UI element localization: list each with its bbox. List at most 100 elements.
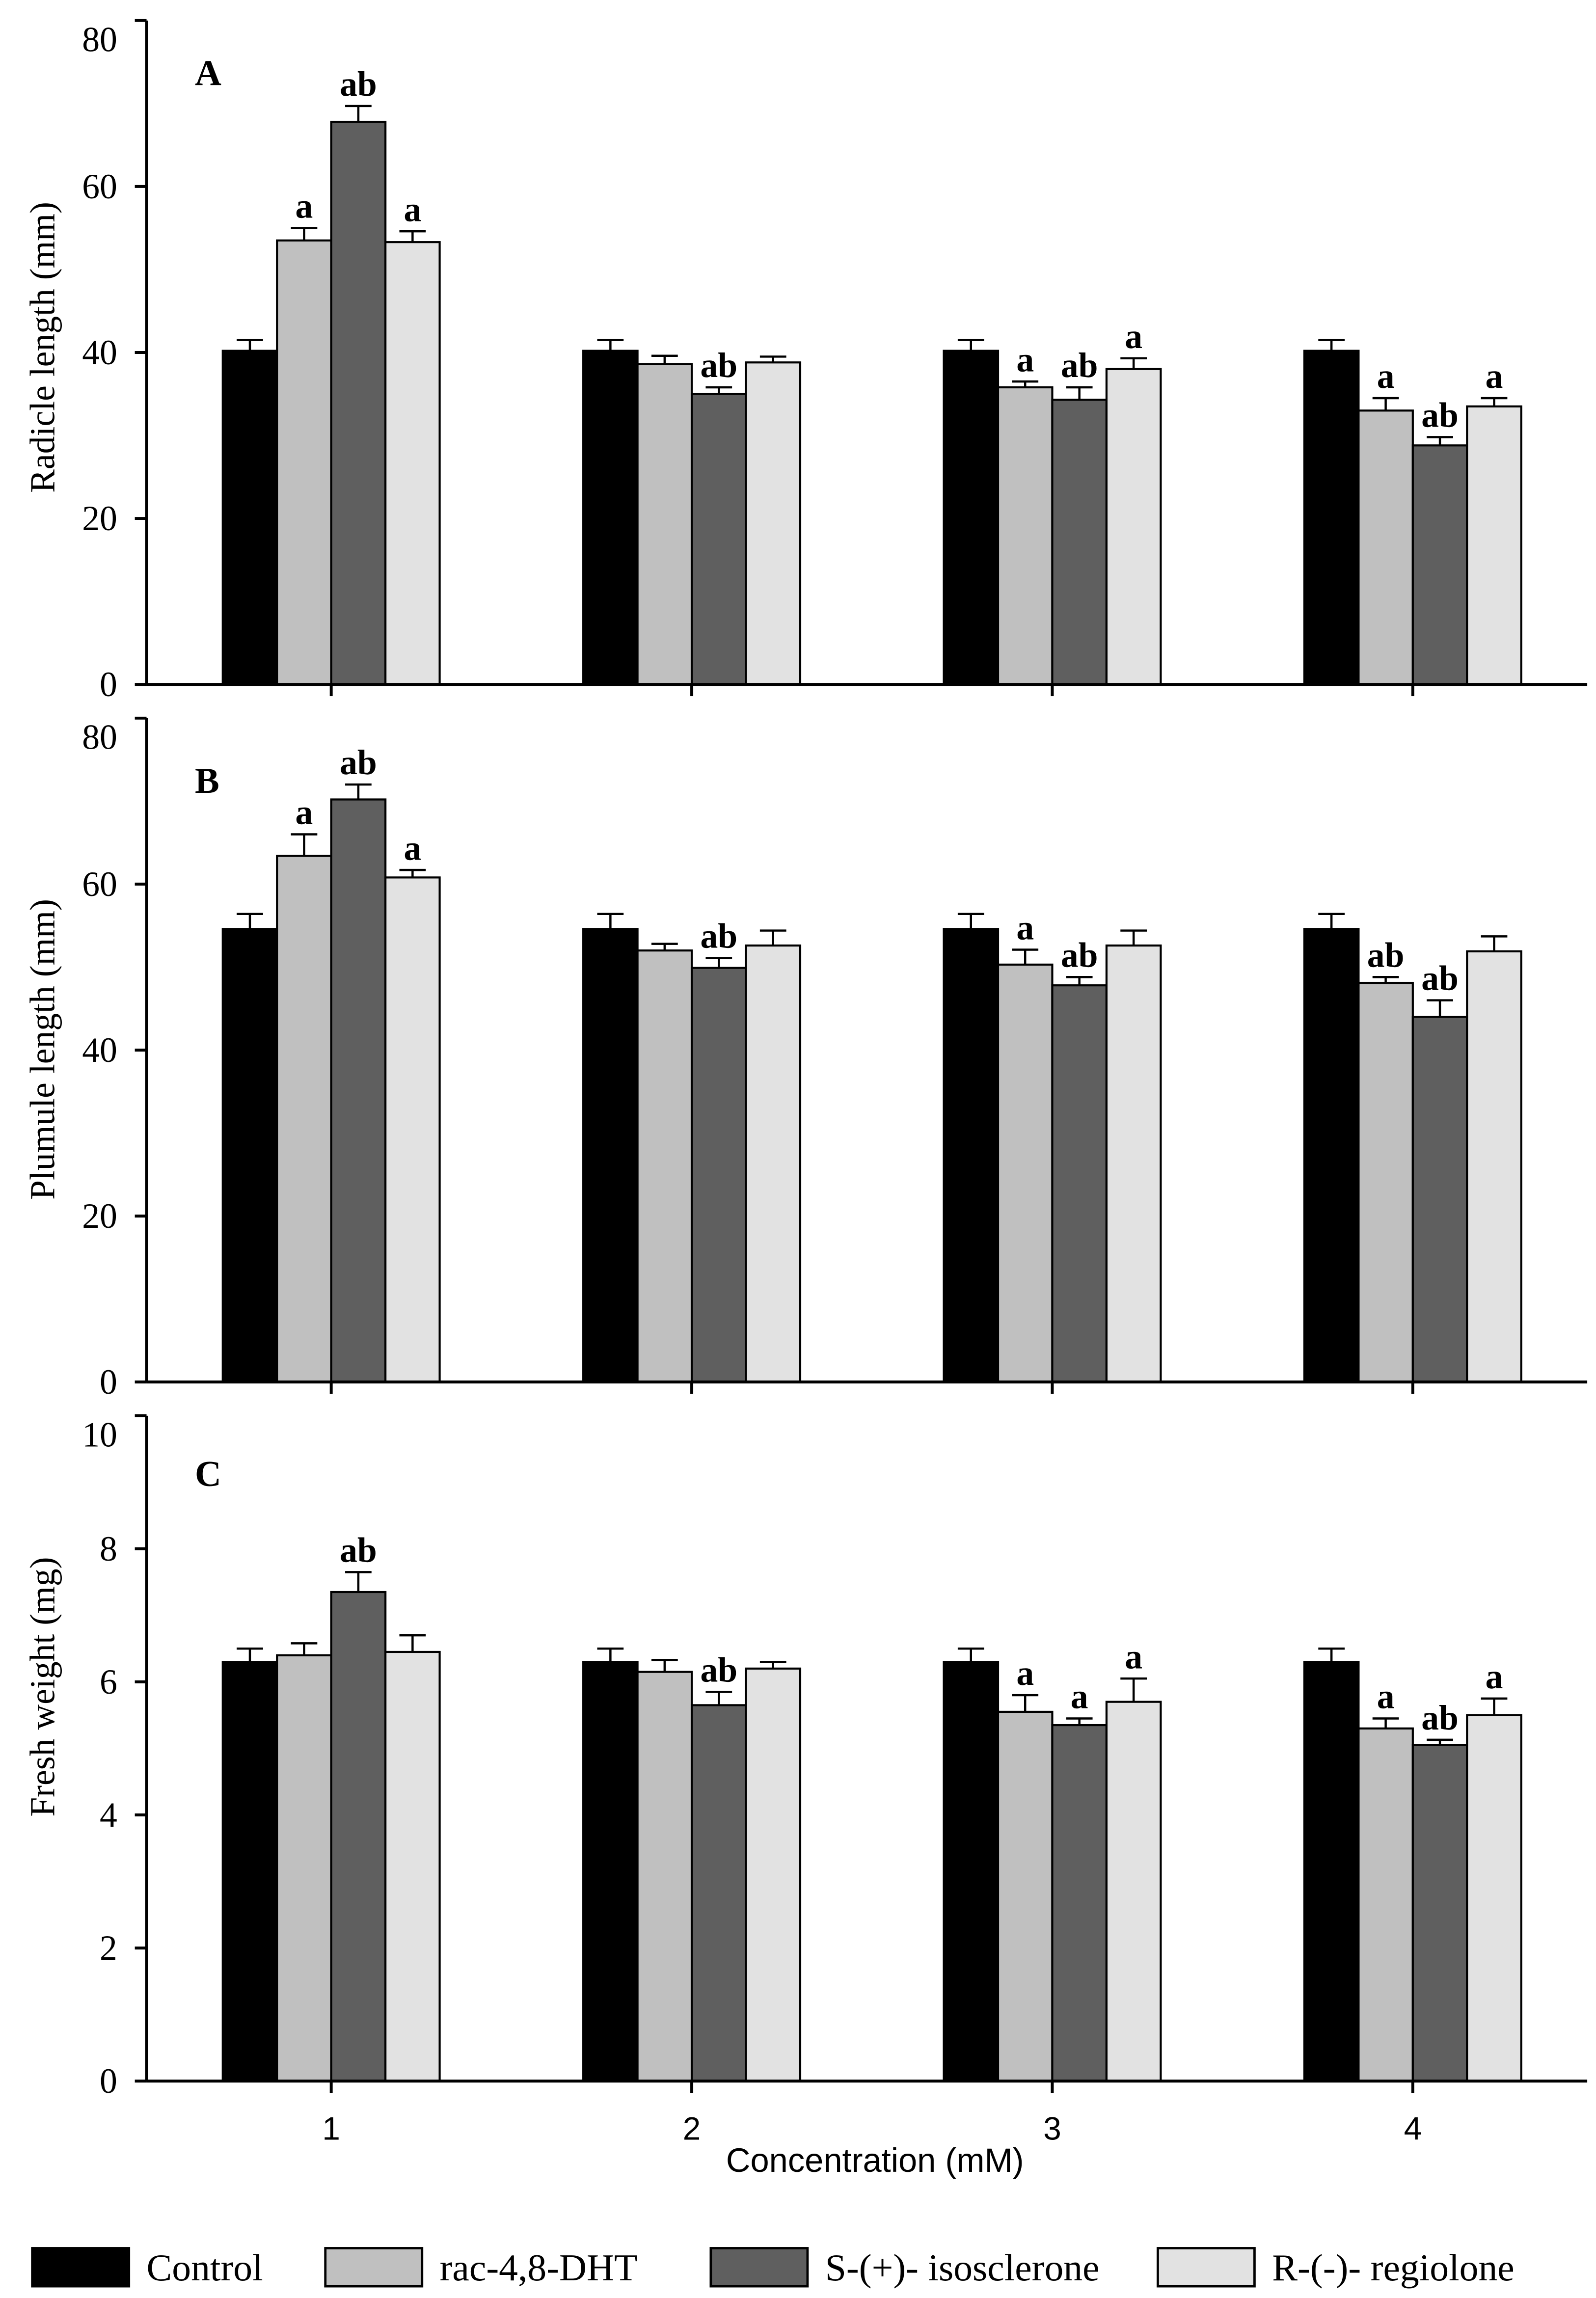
panel-a-bar-s-isosclerone-2: [690, 393, 747, 686]
panel-c-y-tick-label: 0: [100, 2062, 117, 2101]
panel-a-y-tick-label: 60: [82, 167, 117, 206]
panel-a-bar-r-regiolone-3: [1105, 368, 1162, 686]
panel-b-bar-control-2: [582, 928, 639, 1383]
panel-c-y-tick-label: 4: [100, 1796, 117, 1835]
panel-c-letter: C: [195, 1454, 221, 1494]
panel-b-y-tick-label: 80: [82, 718, 117, 757]
legend-label-control: Control: [147, 2246, 263, 2289]
panel-c-y-tick-label: 8: [100, 1530, 117, 1568]
panel-a-bar-rac-4-8-dht-1: [276, 239, 332, 686]
panel-a-bar-control-2: [582, 350, 639, 686]
panel-b-y-tick-label: 40: [82, 1031, 117, 1070]
panel-c-bar-s-isosclerone-4: [1411, 1744, 1468, 2082]
panel-a-significance-s-isosclerone-3: ab: [1061, 346, 1098, 385]
panel-c-bar-r-regiolone-1: [384, 1650, 441, 2082]
panel-b-y-tick-label: 0: [100, 1363, 117, 1402]
panel-c-y-axis-title: Fresh weight (mg): [23, 1557, 62, 1817]
panel-a-bar-control-1: [221, 350, 278, 686]
panel-b-bar-rac-4-8-dht-2: [636, 949, 693, 1383]
panel-a-y-tick-label: 20: [82, 499, 117, 538]
panel-b-significance-s-isosclerone-3: ab: [1061, 936, 1098, 974]
panel-b-bar-control-3: [943, 928, 1000, 1383]
panel-a-letter: A: [195, 53, 221, 93]
panel-c-y-tick-label: 6: [100, 1663, 117, 1702]
panel-b-y-axis-title: Plumule length (mm): [23, 899, 62, 1200]
panel-a-significance-s-isosclerone-4: ab: [1421, 396, 1459, 435]
legend-item-rac-4-8-dht: rac-4,8-DHT: [324, 2246, 638, 2289]
panel-b-significance-rac-4-8-dht-3: a: [1016, 909, 1034, 947]
legend-item-control: Control: [31, 2246, 263, 2289]
panel-a-bar-r-regiolone-4: [1466, 405, 1522, 686]
panel-b-bar-r-regiolone-1: [384, 876, 441, 1383]
panel-b-bar-rac-4-8-dht-1: [276, 855, 332, 1383]
panel-b-bar-s-isosclerone-2: [690, 967, 747, 1383]
panel-c-bar-control-3: [943, 1661, 1000, 2082]
panel-a-bar-rac-4-8-dht-3: [997, 386, 1054, 686]
panel-c-significance-rac-4-8-dht-4: a: [1377, 1677, 1395, 1716]
panel-c-bar-s-isosclerone-3: [1051, 1724, 1108, 2082]
panel-c-significance-rac-4-8-dht-3: a: [1016, 1654, 1034, 1693]
panel-c-y-tick-label: 10: [82, 1416, 117, 1455]
panel-c-significance-s-isosclerone-1: ab: [340, 1531, 377, 1569]
panel-b-significance-s-isosclerone-2: ab: [700, 917, 737, 955]
x-axis-labels: 1 2 3 4 Concentration (mM): [322, 2111, 1422, 2180]
panel-a-bar-rac-4-8-dht-2: [636, 363, 693, 686]
panel-c-significance-s-isosclerone-2: ab: [700, 1650, 737, 1689]
panel-b-letter: B: [195, 760, 219, 801]
panel-a-significance-s-isosclerone-2: ab: [700, 346, 737, 385]
panel-c-bar-rac-4-8-dht-1: [276, 1654, 332, 2082]
panel-c-significance-r-regiolone-3: a: [1125, 1637, 1142, 1676]
panel-b-significance-rac-4-8-dht-4: ab: [1367, 936, 1405, 974]
panel-b-bar-s-isosclerone-4: [1411, 1016, 1468, 1383]
panel-b-bar-r-regiolone-2: [745, 944, 802, 1383]
panel-b-bar-rac-4-8-dht-3: [997, 963, 1054, 1383]
panel-b-y-tick-label: 20: [82, 1197, 117, 1236]
legend-swatch-control: [31, 2247, 131, 2288]
panel-c-bar-control-1: [221, 1661, 278, 2082]
panel-b-bar-control-4: [1303, 928, 1360, 1383]
panel-a-bar-r-regiolone-2: [745, 361, 802, 686]
panel-a-significance-s-isosclerone-1: ab: [340, 65, 377, 104]
panel-b-bar-s-isosclerone-1: [330, 798, 387, 1383]
legend-swatch-rac-4-8-dht: [324, 2247, 424, 2288]
x-tick-label: 1: [322, 2111, 340, 2147]
legend: Control rac-4,8-DHT S-(+)- isosclerone R-(-…: [31, 2246, 1515, 2289]
panel-c-bar-r-regiolone-4: [1466, 1714, 1522, 2082]
panel-a-significance-r-regiolone-4: a: [1486, 357, 1503, 396]
panel-c-bar-s-isosclerone-1: [330, 1591, 387, 2082]
panel-c-significance-s-isosclerone-3: a: [1071, 1677, 1088, 1716]
panel-b-significance-rac-4-8-dht-1: a: [296, 793, 313, 832]
panel-b-significance-r-regiolone-1: a: [404, 829, 421, 867]
legend-label-r-regiolone: R-(-)- regiolone: [1272, 2246, 1514, 2289]
x-axis-title: Concentration (mM): [726, 2141, 1024, 2179]
panel-a-significance-r-regiolone-1: a: [404, 190, 421, 229]
panel-c-bar-rac-4-8-dht-3: [997, 1710, 1054, 2082]
panel-c-bar-r-regiolone-2: [745, 1667, 802, 2082]
panel-a-bar-s-isosclerone-3: [1051, 399, 1108, 686]
panel-b-bar-r-regiolone-3: [1105, 944, 1162, 1383]
x-tick-label: 2: [683, 2111, 701, 2147]
panel-b-bar-rac-4-8-dht-4: [1357, 981, 1414, 1383]
panel-c-bar-rac-4-8-dht-4: [1357, 1727, 1414, 2082]
x-tick-label: 3: [1043, 2111, 1061, 2147]
panel-a-bar-s-isosclerone-4: [1411, 444, 1468, 686]
panel-c-bar-s-isosclerone-2: [690, 1704, 747, 2082]
panel-a-significance-rac-4-8-dht-3: a: [1016, 340, 1034, 379]
panel-a-significance-rac-4-8-dht-1: a: [296, 187, 313, 226]
panel-b-y-tick-label: 60: [82, 865, 117, 904]
panel-a-y-tick-label: 80: [82, 21, 117, 59]
panel-a-significance-rac-4-8-dht-4: a: [1377, 357, 1395, 396]
panel-a-bar-r-regiolone-1: [384, 241, 441, 686]
panel-a-bar-control-4: [1303, 350, 1360, 686]
panel-b-bar-r-regiolone-4: [1466, 950, 1522, 1383]
panel-b-bar-control-1: [221, 928, 278, 1383]
x-tick-label: 4: [1404, 2111, 1422, 2147]
legend-swatch-s-isosclerone: [709, 2247, 809, 2288]
panel-c-significance-s-isosclerone-4: ab: [1421, 1699, 1459, 1737]
panel-c-bar-control-4: [1303, 1661, 1360, 2082]
panel-a-significance-r-regiolone-3: a: [1125, 317, 1142, 356]
